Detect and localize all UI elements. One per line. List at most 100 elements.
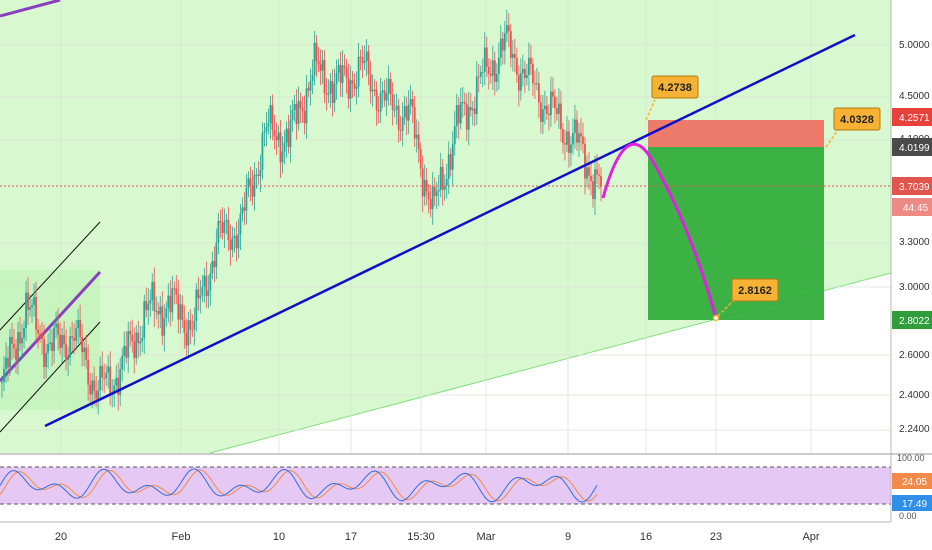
candle-body [347,77,350,99]
stop-loss-zone[interactable] [648,120,824,147]
candle-body [193,320,196,330]
candle-body [125,345,128,358]
candle-body [187,320,190,346]
callout-bottom-pointer [717,299,735,317]
candle-body [481,71,484,73]
candle-body [115,377,118,386]
candle-body [15,348,17,361]
candle-body [311,74,314,82]
candle-body [367,51,370,75]
candle-body [531,63,534,84]
stoch-k-line[interactable] [0,468,598,503]
candle-body [369,74,372,92]
callout-top[interactable]: 4.2738 [645,75,699,121]
candle-body [251,185,254,197]
candle-body [511,53,514,58]
candle-body [219,221,222,223]
candle-body [3,368,5,382]
candle-body [349,80,352,99]
channel-upper-line[interactable] [0,221,101,331]
candle-body [283,142,286,152]
candle-body [393,109,396,111]
candlesticks [1,9,602,415]
candle-body [335,72,338,84]
candle-body [429,199,432,210]
candle-body [217,221,220,243]
candle-body [379,92,382,112]
candle-body [201,286,204,296]
candle-body [439,167,442,190]
candle-body [21,337,23,344]
price-tick: 5.0000 [899,40,930,51]
top-left-line[interactable] [0,0,61,18]
candle-body [305,88,308,124]
candle-body [331,81,334,103]
candle-body [423,179,426,197]
candle-body [225,219,228,222]
candle-body [131,334,134,342]
candle-body [181,304,184,321]
candle-body [517,74,520,91]
stoch-d-line[interactable] [0,469,598,502]
candle-body [163,317,166,336]
candle-body [419,148,422,169]
candle-body [149,300,152,304]
candle-body [479,72,482,77]
candle-body [588,167,590,176]
candle-body [560,103,562,130]
channel-lower-line[interactable] [0,321,101,433]
ascending-trendline[interactable] [44,33,856,428]
candle-body [359,56,362,58]
price-axis[interactable] [891,0,932,453]
candle-body [53,327,55,352]
candle-body [415,134,418,139]
candle-body [189,320,192,330]
candle-body [441,167,444,190]
candle-body [537,83,540,103]
candle-body [61,334,64,348]
candle-body [499,38,502,58]
candle-body [27,292,29,310]
stoch-k-label: 24.05 [902,477,927,488]
candle-body [265,126,268,132]
candle-body [315,42,318,62]
candle-body [525,75,528,79]
candle-body [485,47,488,67]
callout-right[interactable]: 4.0328 [825,107,881,148]
candle-body [235,235,238,249]
candle-body [253,174,256,197]
channel-mid-line[interactable] [0,270,102,383]
candle-body [93,380,96,392]
candle-body [69,336,72,358]
candle-body [399,129,402,131]
candle-body [339,64,342,83]
candle-body [13,343,15,349]
candle-body [317,61,320,65]
candle-body [395,105,398,110]
callout-right-box [833,107,881,131]
candle-body [127,331,130,358]
time-axis[interactable] [0,522,932,550]
candle-body [353,83,356,89]
candle-body [598,174,600,176]
callout-bottom[interactable]: 2.8162 [712,278,779,322]
projection-curve[interactable] [601,142,718,319]
candle-body [183,320,186,334]
candle-body [37,329,39,334]
candle-body [465,103,468,130]
candle-body [147,303,150,311]
candle-body [413,107,416,139]
candle-body [321,59,324,71]
candle-body [95,391,98,399]
candle-body [313,42,316,75]
candle-body [85,347,88,360]
candle-body [151,281,154,301]
candle-body [287,128,290,148]
candle-body [291,109,294,121]
candle-body [19,332,21,344]
candle-body [519,73,522,91]
candle-body [11,336,13,344]
callout-bottom-anchor [712,314,720,322]
candle-body [273,130,276,137]
